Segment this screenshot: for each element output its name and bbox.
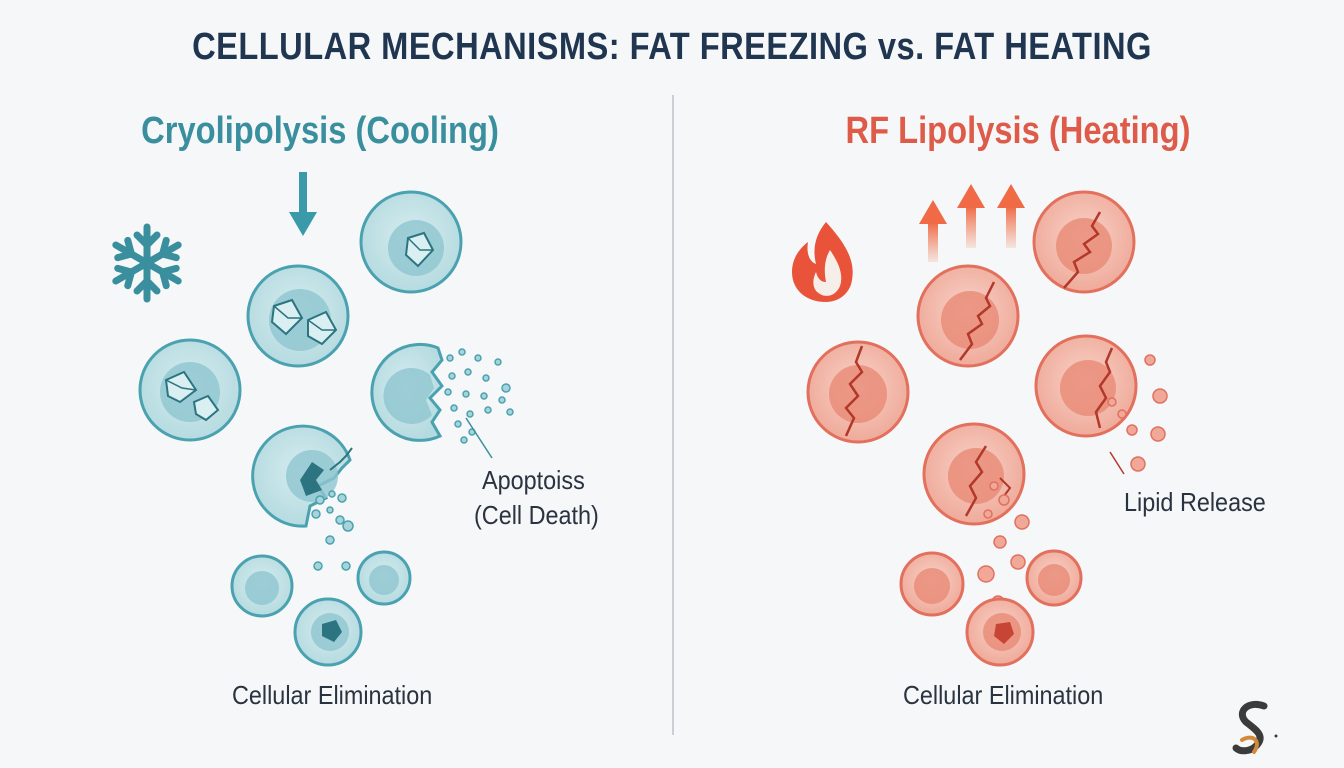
down-arrow-icon xyxy=(289,172,317,236)
page-title: CELLULAR MECHANISMS: FAT FREEZING vs. FA… xyxy=(192,26,1152,68)
cooling-caption: Cellular Elimination xyxy=(232,680,433,710)
heating-annotation: Lipid Release xyxy=(1124,487,1266,517)
cooling-heading: Cryolipolysis (Cooling) xyxy=(141,110,499,152)
heat-cell xyxy=(916,264,1020,368)
brand-logo-icon xyxy=(1232,701,1278,755)
snowflake-icon xyxy=(112,223,182,303)
cool-cell-small xyxy=(293,597,363,667)
cool-cell-rupturing xyxy=(370,342,514,459)
heat-cell-small xyxy=(965,597,1035,667)
heat-cell-small xyxy=(1025,549,1083,607)
cool-cell xyxy=(359,190,463,294)
flame-icon xyxy=(792,222,853,302)
heating-caption: Cellular Elimination xyxy=(903,680,1104,710)
cooling-annotation-line2: (Cell Death) xyxy=(474,500,599,530)
heat-cell-leaking xyxy=(1034,334,1168,475)
heat-cell-small xyxy=(899,551,965,617)
heat-cell xyxy=(806,340,910,444)
heat-cell xyxy=(1032,190,1136,294)
cool-cell-small xyxy=(356,550,412,606)
up-arrow-icon xyxy=(919,184,1025,262)
cooling-annotation-line1: Apoptoiss xyxy=(482,465,585,495)
cool-cell xyxy=(138,338,242,442)
cool-cell xyxy=(246,264,350,368)
heating-heading: RF Lipolysis (Heating) xyxy=(845,110,1191,152)
panel-divider xyxy=(672,95,674,735)
cool-cell-small xyxy=(230,554,294,618)
heat-cell-leaking xyxy=(922,422,1030,609)
cool-cell-rupturing xyxy=(251,424,354,571)
